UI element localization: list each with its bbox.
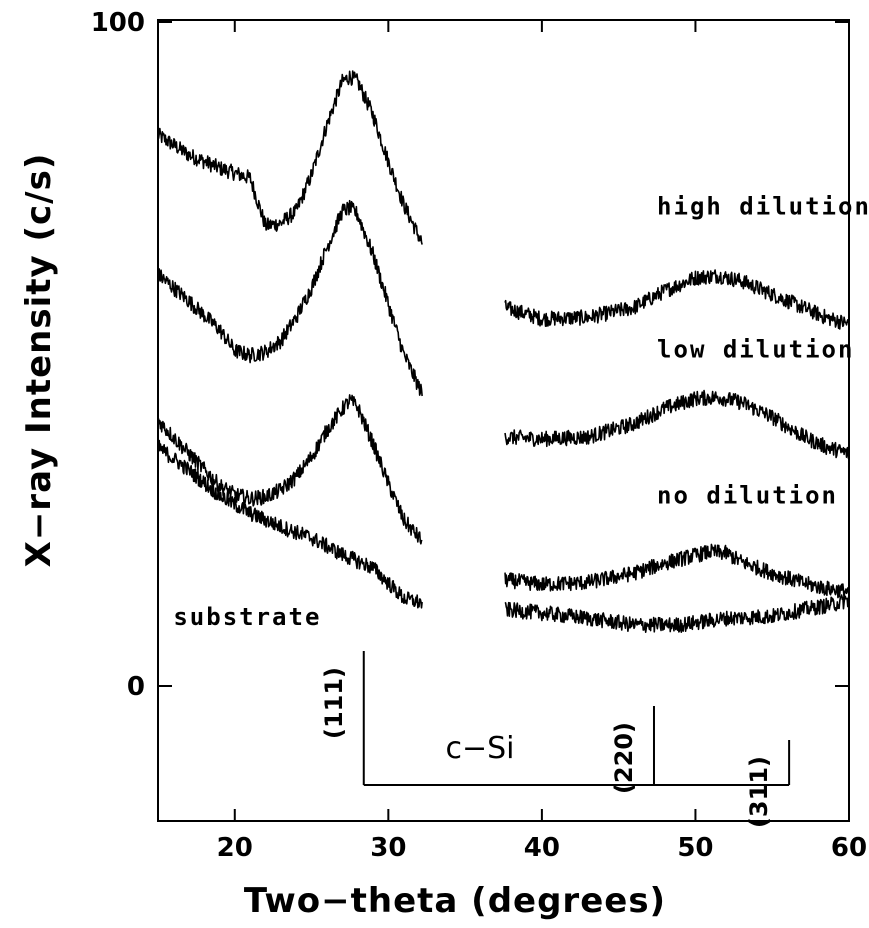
series-line xyxy=(504,389,850,459)
x-tick-label: 30 xyxy=(370,833,406,863)
series-line xyxy=(504,543,850,600)
x-tick-label: 50 xyxy=(677,833,713,863)
series-line xyxy=(157,70,423,245)
series-annotation: high dilution xyxy=(657,193,869,221)
reference-peak-label: (311) xyxy=(745,756,773,828)
x-axis-title: Two−theta (degrees) xyxy=(244,881,666,921)
series-line xyxy=(504,594,850,633)
series-line xyxy=(504,269,850,330)
series-line xyxy=(157,199,423,397)
series-annotation: no dilution xyxy=(657,481,838,509)
series-no-dilution xyxy=(157,394,850,600)
series-annotation: substrate xyxy=(173,603,321,631)
x-tick-label: 20 xyxy=(217,833,253,863)
axis-ticks xyxy=(158,20,850,821)
reference-peak-label: (111) xyxy=(320,667,348,739)
data-series xyxy=(157,70,850,633)
series-line xyxy=(157,439,423,609)
y-tick-label: 100 xyxy=(91,8,145,38)
series-annotations: high dilution low dilution no dilution subs… xyxy=(173,193,869,631)
x-tick-label: 60 xyxy=(831,833,867,863)
c-si-reference: (111) (220) (311) c−Si xyxy=(320,651,791,828)
plot-area xyxy=(157,19,850,822)
series-annotation: low dilution xyxy=(657,335,854,363)
series-substrate xyxy=(157,439,850,633)
y-axis-title: X−ray Intensity (c/s) xyxy=(19,153,59,568)
reference-label: c−Si xyxy=(445,731,514,766)
y-tick-label: 0 xyxy=(127,672,145,702)
x-tick-label: 40 xyxy=(524,833,560,863)
reference-peak-label: (220) xyxy=(610,722,638,794)
series-high-dilution xyxy=(157,70,850,330)
series-line xyxy=(157,394,423,545)
axis-tick-labels: 20 30 40 50 60 0 100 xyxy=(91,8,867,863)
plot-frame xyxy=(157,19,850,822)
series-low-dilution xyxy=(157,199,850,459)
